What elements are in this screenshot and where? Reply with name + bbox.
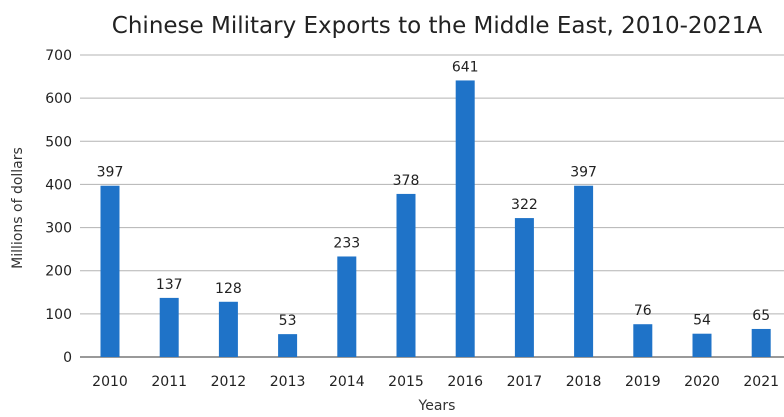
x-tick-label-2018: 2018 bbox=[566, 374, 602, 390]
x-tick-label-2010: 2010 bbox=[92, 374, 128, 390]
bar-2014 bbox=[337, 256, 357, 357]
x-tick-label-2019: 2019 bbox=[625, 374, 661, 390]
y-axis-title: Millions of dollars bbox=[10, 147, 26, 269]
x-tick-label-2014: 2014 bbox=[329, 374, 365, 390]
x-tick-label-2015: 2015 bbox=[388, 374, 424, 390]
bars bbox=[100, 80, 771, 357]
bar-2012 bbox=[218, 301, 238, 357]
bar-2011 bbox=[159, 297, 179, 357]
bar-2015 bbox=[396, 193, 416, 357]
data-label-2012: 128 bbox=[215, 281, 242, 297]
data-label-2014: 233 bbox=[333, 235, 360, 251]
bar-2010 bbox=[100, 185, 120, 357]
bar-2020 bbox=[692, 333, 712, 357]
data-label-2019: 76 bbox=[634, 303, 652, 319]
data-label-2017: 322 bbox=[511, 197, 538, 213]
x-axis-ticks: 2010 2011 2012 2013 2014 2015 2016 2017 2018 2019… bbox=[92, 374, 779, 390]
x-tick-label-2016: 2016 bbox=[447, 374, 483, 390]
y-tick-label: 700 bbox=[45, 48, 72, 64]
bar-2018 bbox=[574, 185, 594, 357]
x-tick-label-2011: 2011 bbox=[151, 374, 187, 390]
data-label-2011: 137 bbox=[156, 277, 183, 293]
data-labels: 397 137 128 53 233 378 641 322 397 76 54 65 bbox=[97, 59, 770, 329]
bar-2013 bbox=[278, 334, 298, 357]
data-label-2016: 641 bbox=[452, 59, 479, 75]
bar-2017 bbox=[514, 218, 534, 357]
x-tick-label-2020: 2020 bbox=[684, 374, 720, 390]
y-tick-label: 200 bbox=[45, 264, 72, 280]
data-label-2013: 53 bbox=[279, 313, 297, 329]
bar-2021 bbox=[751, 328, 771, 357]
x-axis-title: Years bbox=[418, 398, 456, 414]
x-tick-label-2017: 2017 bbox=[507, 374, 543, 390]
y-tick-label: 300 bbox=[45, 221, 72, 237]
chart-title: Chinese Military Exports to the Middle E… bbox=[112, 13, 763, 39]
x-tick-label-2021: 2021 bbox=[743, 374, 779, 390]
data-label-2018: 397 bbox=[570, 165, 597, 181]
y-axis-ticks: 0 100 200 300 400 500 600 700 bbox=[45, 48, 72, 366]
x-tick-label-2012: 2012 bbox=[211, 374, 247, 390]
y-tick-label: 500 bbox=[45, 134, 72, 150]
bar-2016 bbox=[455, 80, 475, 357]
y-tick-label: 0 bbox=[63, 350, 72, 366]
data-label-2015: 378 bbox=[393, 173, 420, 189]
data-label-2020: 54 bbox=[693, 313, 711, 329]
data-label-2021: 65 bbox=[752, 308, 770, 324]
y-tick-label: 400 bbox=[45, 177, 72, 193]
bar-2019 bbox=[633, 324, 653, 357]
y-tick-label: 600 bbox=[45, 91, 72, 107]
x-tick-label-2013: 2013 bbox=[270, 374, 306, 390]
data-label-2010: 397 bbox=[97, 165, 124, 181]
gridlines bbox=[80, 54, 784, 358]
y-tick-label: 100 bbox=[45, 307, 72, 323]
